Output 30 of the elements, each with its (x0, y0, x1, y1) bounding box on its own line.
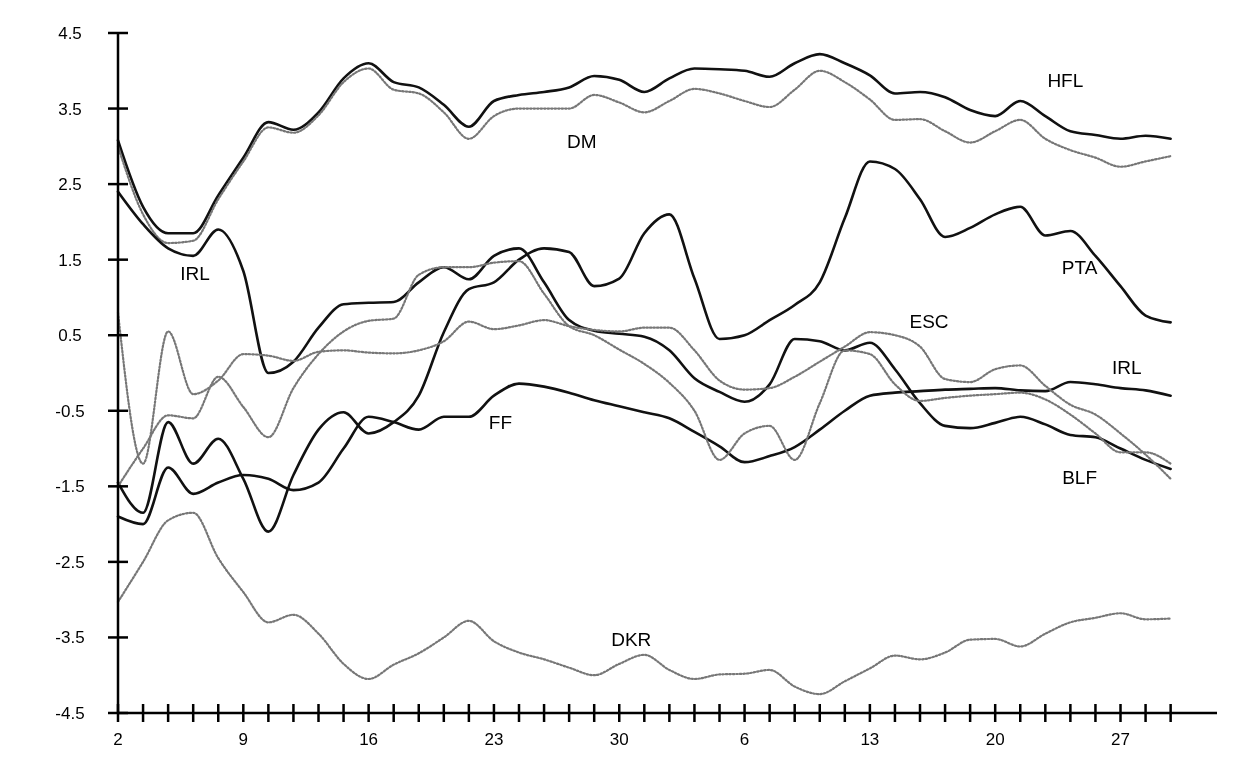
y-tick-label: -4.5 (55, 703, 85, 723)
y-tick-label: -0.5 (55, 401, 85, 421)
y-tick-label: -3.5 (55, 628, 85, 648)
annotation: DM (567, 131, 597, 153)
x-tick-label: 20 (985, 730, 1005, 749)
annotation: IRL (1112, 356, 1142, 378)
x-tick-label: 27 (1111, 730, 1130, 749)
x-tick-label: 13 (860, 730, 880, 749)
x-tick-label: 6 (739, 730, 750, 749)
y-tick-label: -2.5 (55, 552, 85, 572)
y-tick-label: 1.5 (58, 250, 82, 270)
y-tick-label: 2.5 (58, 175, 82, 195)
x-tick-label: 23 (484, 730, 504, 749)
x-tick-label: 2 (113, 730, 123, 749)
x-tick-label: 30 (609, 730, 629, 749)
annotation: BLF (1062, 466, 1098, 488)
annotation: IRL (180, 263, 210, 285)
y-tick-label: 3.5 (58, 99, 82, 119)
annotation: ESC (909, 310, 949, 332)
annotation: DKR (611, 628, 652, 650)
line-series (116, 260, 1172, 488)
annotation: FF (488, 411, 513, 433)
annotation: HFL (1047, 69, 1084, 91)
annotation: PTA (1061, 256, 1098, 278)
y-tick-label: -1.5 (55, 477, 85, 497)
y-tick-label: 0.5 (58, 326, 82, 346)
y-tick-label: 4.5 (58, 23, 82, 43)
x-tick-label: 9 (238, 730, 249, 749)
line-series (116, 511, 1172, 696)
x-tick-label: 16 (359, 730, 379, 749)
